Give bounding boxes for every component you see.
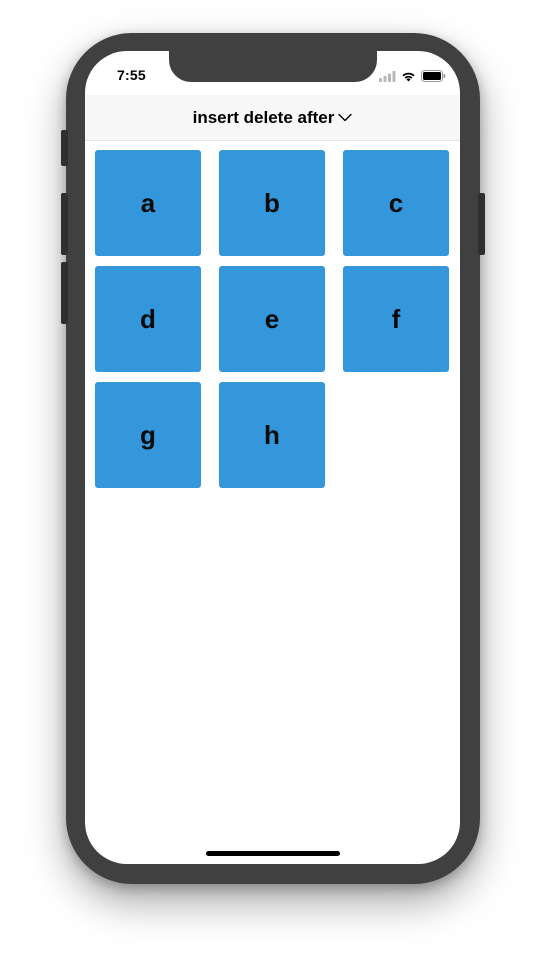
wifi-icon <box>401 69 416 87</box>
item-grid: a b c d e f g h <box>95 150 450 488</box>
grid-item-label: h <box>264 419 280 450</box>
grid-item-label: d <box>140 303 156 334</box>
grid-item[interactable]: g <box>95 382 201 488</box>
grid-item[interactable]: e <box>219 266 325 372</box>
grid-item[interactable]: h <box>219 382 325 488</box>
grid-item[interactable]: f <box>343 266 449 372</box>
home-indicator[interactable] <box>206 851 340 856</box>
grid-item-label: b <box>264 187 280 218</box>
navigation-bar: insert delete after <box>85 95 460 141</box>
notch <box>169 51 377 82</box>
grid-item-label: f <box>391 303 401 334</box>
battery-icon <box>421 69 446 87</box>
mute-switch <box>61 130 68 166</box>
status-time: 7:55 <box>117 67 146 83</box>
grid-item-label: g <box>140 419 156 450</box>
signal-icon <box>379 69 396 87</box>
volume-up-button <box>61 193 68 255</box>
power-button <box>478 193 485 255</box>
volume-down-button <box>61 262 68 324</box>
grid-item[interactable]: d <box>95 266 201 372</box>
nav-title: insert delete after <box>192 107 335 127</box>
grid-item-label: c <box>388 187 404 218</box>
grid-item[interactable]: a <box>95 150 201 256</box>
grid-item-label: a <box>140 187 156 218</box>
title-dropdown[interactable]: insert delete after <box>193 108 353 128</box>
status-icons <box>379 69 446 87</box>
grid-item-label: e <box>264 303 280 334</box>
chevron-down-icon <box>338 109 353 127</box>
grid-item[interactable]: c <box>343 150 449 256</box>
screen: 7:55 <box>85 51 460 864</box>
grid-item[interactable]: b <box>219 150 325 256</box>
